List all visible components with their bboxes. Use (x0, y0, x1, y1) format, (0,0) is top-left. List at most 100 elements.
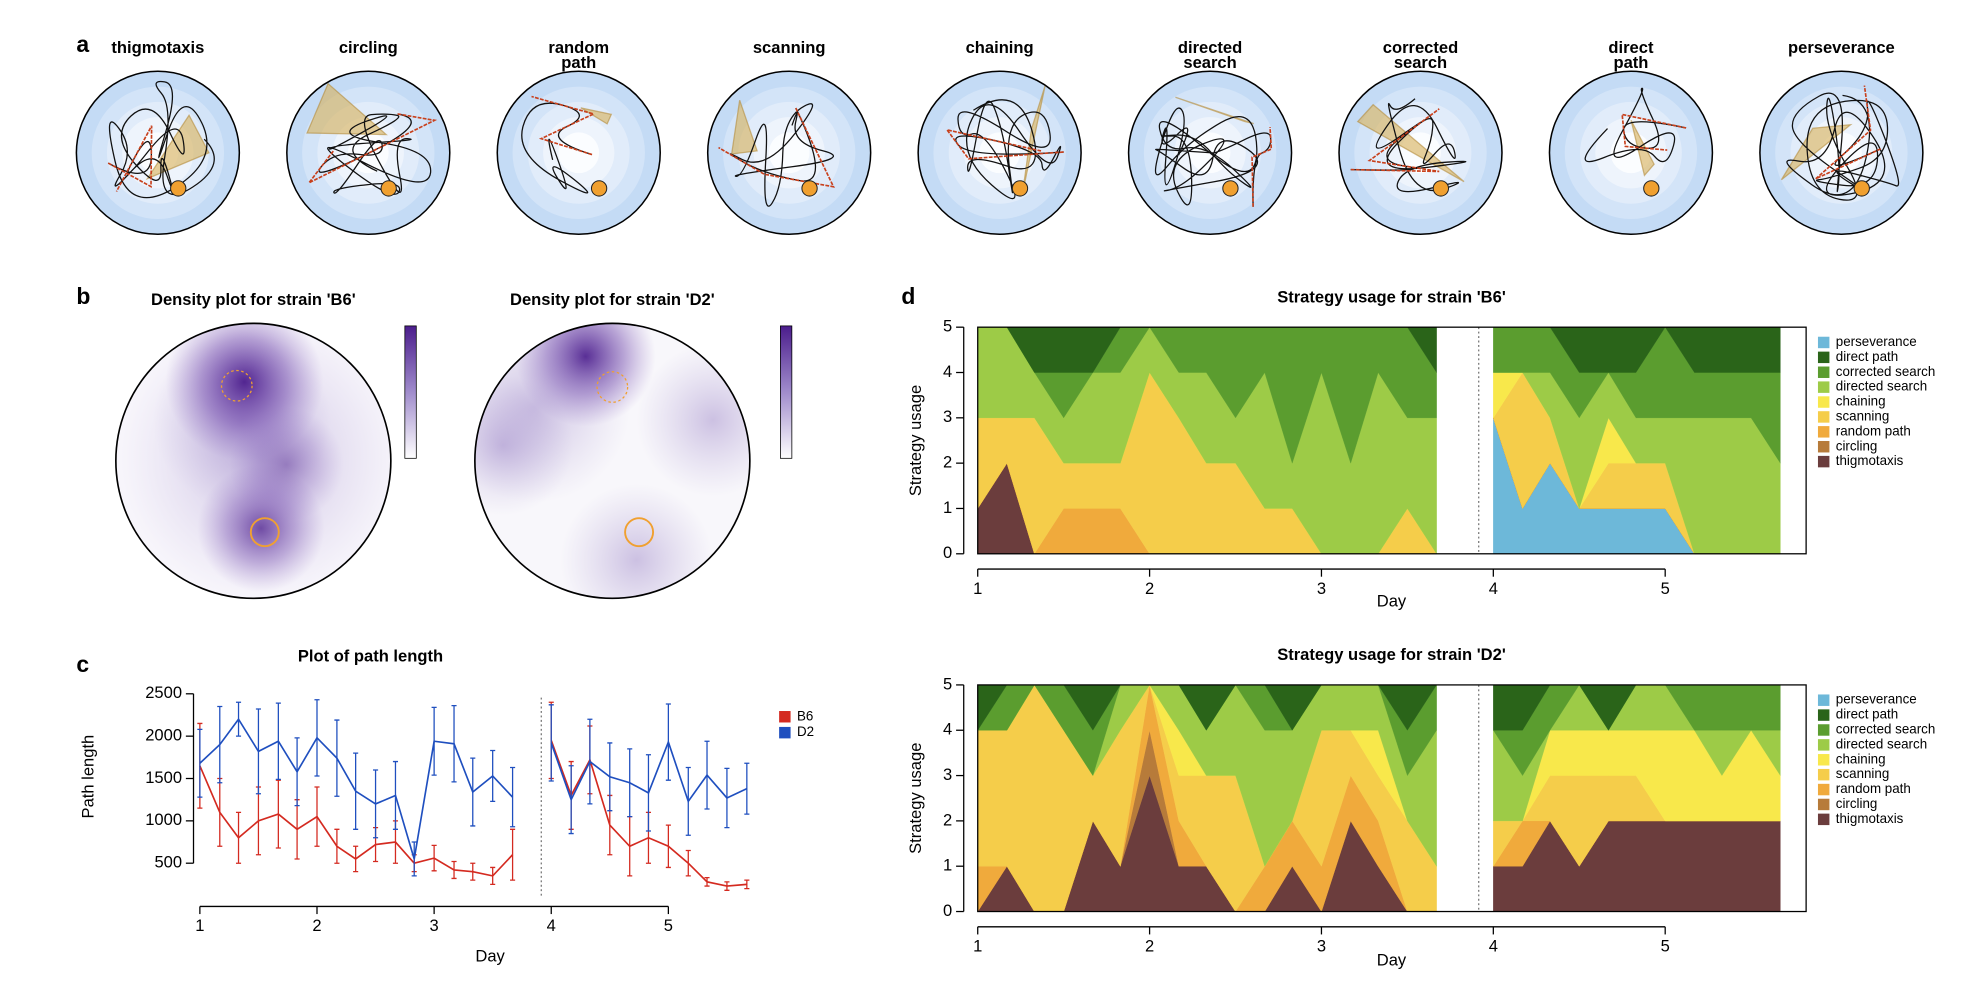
swim-example (945, 85, 1064, 200)
pool-outline (706, 70, 872, 236)
platform (801, 180, 818, 197)
error-bar (411, 841, 417, 877)
legend-swatch (1817, 768, 1830, 781)
x-tick-label: 4 (547, 916, 556, 935)
platform (1222, 180, 1239, 197)
legend-swatch (1817, 426, 1830, 438)
y-tick-label: 4 (943, 720, 952, 739)
legend-label: perseverance (1836, 692, 1917, 707)
platform (1853, 180, 1870, 197)
error-bar (568, 765, 574, 835)
swim-path (955, 99, 1064, 200)
error-bar (510, 766, 516, 828)
swim-path (729, 103, 835, 207)
y-tick-label: 0 (943, 901, 952, 920)
error-bar (627, 748, 633, 818)
panel-label: d (901, 283, 915, 309)
error-bar (451, 705, 457, 783)
legend-swatch (779, 726, 791, 739)
error-bar (548, 704, 554, 782)
y-tick-label: 5 (943, 674, 952, 693)
strategy-title: path (1613, 53, 1648, 72)
swim-path-segment (1621, 113, 1687, 151)
pool-outline (917, 70, 1082, 236)
legend-label: thigmotaxis (1836, 453, 1904, 468)
strategy-title: search (1183, 53, 1236, 72)
strategy-title: random (548, 38, 609, 57)
legend-swatch (1817, 411, 1830, 423)
y-axis-label: Strategy usage (906, 743, 925, 854)
error-bar (294, 799, 300, 860)
y-tick-label: 1 (943, 498, 952, 517)
legend-swatch (1817, 440, 1830, 453)
pool-outline (474, 322, 751, 600)
legend-swatch (1817, 813, 1830, 826)
color-bar (404, 325, 417, 459)
legend-swatch (1817, 396, 1830, 408)
chart-title: Strategy usage for strain 'D2' (1277, 645, 1506, 664)
density-map (115, 323, 391, 599)
swim-example (1780, 85, 1900, 201)
error-bar (392, 760, 399, 830)
pool-outline (496, 70, 661, 236)
x-tick-label: 3 (1317, 579, 1326, 598)
pool-outline (115, 322, 392, 600)
legend-label: corrected search (1836, 364, 1935, 379)
error-bar (451, 860, 457, 880)
x-tick-label: 2 (312, 916, 321, 935)
swim-path-segment (718, 107, 835, 188)
panel-label: a (76, 31, 89, 57)
y-tick-label: 500 (154, 853, 182, 872)
error-bar (490, 866, 496, 886)
platform (249, 517, 280, 548)
strategy-title: chaining (966, 38, 1034, 57)
error-bar (294, 737, 300, 807)
error-bar (235, 811, 242, 864)
legend-swatch (1817, 366, 1830, 378)
y-tick-label: 3 (943, 765, 952, 784)
y-tick-label: 2 (943, 810, 952, 829)
legend-label: chaining (1836, 394, 1886, 409)
error-bar (607, 742, 613, 812)
strategy-title: circling (339, 38, 398, 57)
platform (1432, 180, 1450, 197)
view-cone (580, 107, 613, 125)
swim-example (1584, 87, 1687, 177)
error-bar (645, 754, 652, 832)
plot-frame (977, 326, 1807, 555)
chart-title: Plot of path length (298, 646, 443, 665)
swim-path (107, 80, 215, 199)
x-tick-label: 3 (430, 916, 439, 935)
x-tick-label: 5 (664, 916, 673, 935)
platform (590, 180, 608, 197)
x-tick-label: 5 (1661, 579, 1670, 598)
x-tick-label: 4 (1489, 937, 1498, 956)
legend-label: scanning (1836, 766, 1889, 781)
legend-swatch (1817, 783, 1830, 796)
platform (1643, 180, 1660, 197)
error-bar (744, 879, 750, 890)
pool-outline (286, 70, 451, 236)
y-tick-label: 4 (943, 362, 952, 381)
error-bar (373, 769, 379, 839)
legend-label: directed search (1836, 379, 1927, 394)
y-tick-label: 3 (943, 407, 952, 426)
old-platform (596, 371, 629, 403)
y-tick-label: 1500 (145, 768, 182, 787)
platform (624, 517, 655, 548)
error-bar (255, 708, 261, 795)
x-tick-label: 1 (195, 916, 204, 935)
x-tick-label: 3 (1317, 937, 1326, 956)
y-tick-label: 5 (943, 317, 952, 336)
error-bar (744, 762, 750, 815)
view-cone (730, 99, 758, 155)
plot-frame (977, 684, 1807, 913)
x-axis-label: Day (1377, 951, 1407, 970)
view-cone (1356, 103, 1465, 183)
error-bar (685, 849, 691, 877)
x-axis-label: Day (475, 947, 505, 966)
chart-title: Strategy usage for strain 'B6' (1277, 287, 1506, 306)
swim-example (1154, 96, 1273, 207)
legend-label: circling (1836, 796, 1878, 811)
legend-swatch (1817, 351, 1830, 364)
